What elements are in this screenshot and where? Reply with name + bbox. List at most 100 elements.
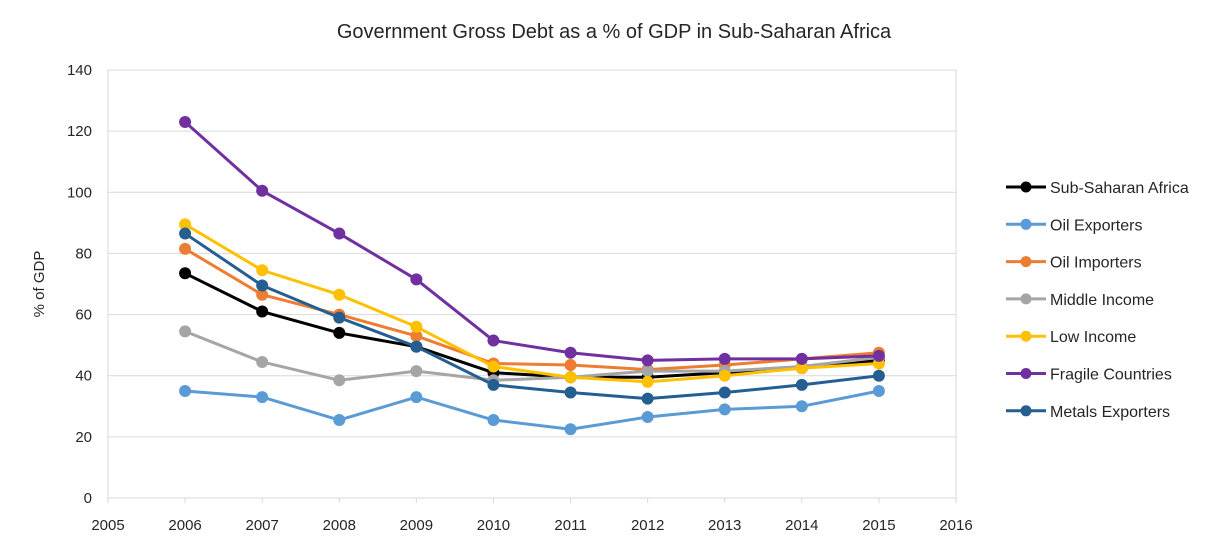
x-tick-label: 2006 [168, 517, 201, 534]
data-point-low-income [718, 369, 731, 382]
data-point-metals-exporters [641, 392, 654, 405]
data-point-metals-exporters [795, 378, 808, 391]
plot-area [107, 69, 957, 499]
legend-swatch-marker [1020, 330, 1032, 342]
x-tick-label: 2012 [631, 517, 664, 534]
y-tick-label: 80 [75, 245, 92, 262]
y-axis: 0 20 40 60 80 100 120 140 [67, 62, 92, 507]
data-point-metals-exporters [256, 279, 269, 292]
x-tick-label: 2011 [554, 517, 586, 534]
y-tick-label: 120 [67, 123, 92, 140]
data-point-low-income [410, 320, 423, 333]
legend-swatch-marker [1020, 293, 1032, 305]
data-point-sub-saharan-africa [333, 326, 346, 339]
y-axis-label: % of GDP [31, 251, 48, 318]
x-tick-label: 2015 [862, 517, 895, 534]
data-point-metals-exporters [333, 311, 346, 324]
legend-label: Sub-Saharan Africa [1050, 180, 1189, 197]
data-point-oil-exporters [718, 403, 731, 416]
data-point-fragile-countries [564, 346, 577, 359]
data-point-oil-importers [179, 242, 192, 255]
legend-swatch-marker [1020, 218, 1032, 230]
x-tick-label: 2010 [477, 517, 510, 534]
legend-label: Metals Exporters [1050, 404, 1170, 421]
data-point-fragile-countries [487, 334, 500, 347]
data-point-fragile-countries [256, 184, 269, 197]
legend-item-low-income: Low Income [1006, 329, 1136, 346]
data-point-oil-exporters [872, 385, 885, 397]
data-point-fragile-countries [179, 115, 192, 128]
data-point-oil-exporters [564, 423, 577, 436]
data-point-oil-exporters [410, 391, 423, 404]
data-point-metals-exporters [179, 227, 192, 240]
y-tick-label: 40 [75, 368, 92, 385]
legend-label: Middle Income [1050, 292, 1154, 309]
data-point-low-income [641, 375, 654, 388]
data-point-oil-exporters [641, 410, 654, 423]
legend-swatch-marker [1020, 256, 1032, 268]
data-point-fragile-countries [333, 227, 346, 240]
series-oil-importers [179, 242, 885, 376]
data-point-fragile-countries [410, 273, 423, 286]
data-point-fragile-countries [872, 349, 885, 362]
legend-item-metals-exporters: Metals Exporters [1006, 404, 1170, 421]
data-point-low-income [256, 264, 269, 277]
series-line-oil-importers [184, 247, 880, 372]
legend-item-oil-exporters: Oil Exporters [1006, 217, 1142, 234]
legend-label: Oil Importers [1050, 255, 1142, 272]
data-point-oil-exporters [256, 391, 269, 404]
x-tick-label: 2013 [708, 517, 741, 534]
series-fragile-countries [179, 115, 885, 367]
data-point-middle-income [333, 374, 346, 387]
data-point-metals-exporters [487, 378, 500, 391]
data-point-metals-exporters [718, 386, 731, 399]
series-line-oil-exporters [184, 389, 880, 431]
legend-label: Low Income [1050, 329, 1136, 346]
chart-title: Government Gross Debt as a % of GDP in S… [337, 21, 892, 43]
x-tick-label: 2016 [939, 517, 972, 534]
data-point-middle-income [256, 355, 269, 368]
data-point-oil-exporters [487, 414, 500, 427]
data-point-oil-exporters [333, 414, 346, 427]
y-tick-label: 60 [75, 307, 92, 324]
data-point-fragile-countries [718, 352, 731, 365]
x-tick-label: 2008 [323, 517, 356, 534]
series-middle-income [179, 325, 885, 387]
series-line-sub-saharan-africa [184, 271, 880, 379]
data-point-metals-exporters [410, 340, 423, 353]
gridlines [108, 69, 956, 499]
legend-label: Oil Exporters [1050, 217, 1142, 234]
x-tick-label: 2005 [91, 517, 124, 534]
series-line-fragile-countries [184, 120, 879, 362]
y-tick-label: 140 [67, 62, 92, 79]
legend-swatch-marker [1020, 368, 1032, 379]
x-tick-label: 2014 [785, 517, 818, 534]
y-tick-label: 20 [75, 429, 92, 446]
data-point-oil-importers [564, 359, 577, 372]
legend-label: Fragile Countries [1050, 367, 1172, 384]
x-tick-label: 2007 [245, 517, 278, 534]
y-tick-label: 0 [84, 490, 92, 507]
series-metals-exporters [179, 227, 885, 405]
series-group [179, 115, 885, 436]
y-tick-label: 100 [67, 184, 92, 201]
data-point-sub-saharan-africa [179, 267, 192, 280]
data-point-sub-saharan-africa [256, 305, 269, 318]
series-line-low-income [184, 223, 879, 384]
x-axis: 2005 2006 2007 2008 2009 2010 2011 2012 2013 2014… [91, 498, 973, 534]
legend-swatch-marker [1020, 405, 1032, 417]
x-tick-label: 2009 [400, 517, 433, 534]
legend: Sub-Saharan Africa Oil Exporters Oil Impor… [1006, 180, 1189, 421]
data-point-middle-income [179, 325, 192, 338]
data-point-metals-exporters [872, 369, 885, 382]
legend-swatch-marker [1020, 181, 1032, 193]
data-point-low-income [333, 288, 346, 301]
series-line-metals-exporters [184, 232, 880, 401]
data-point-oil-exporters [795, 400, 808, 413]
data-point-oil-exporters [179, 385, 192, 397]
legend-item-oil-importers: Oil Importers [1006, 255, 1142, 272]
legend-item-sub-saharan-africa: Sub-Saharan Africa [1006, 180, 1189, 197]
data-point-low-income [487, 360, 500, 373]
